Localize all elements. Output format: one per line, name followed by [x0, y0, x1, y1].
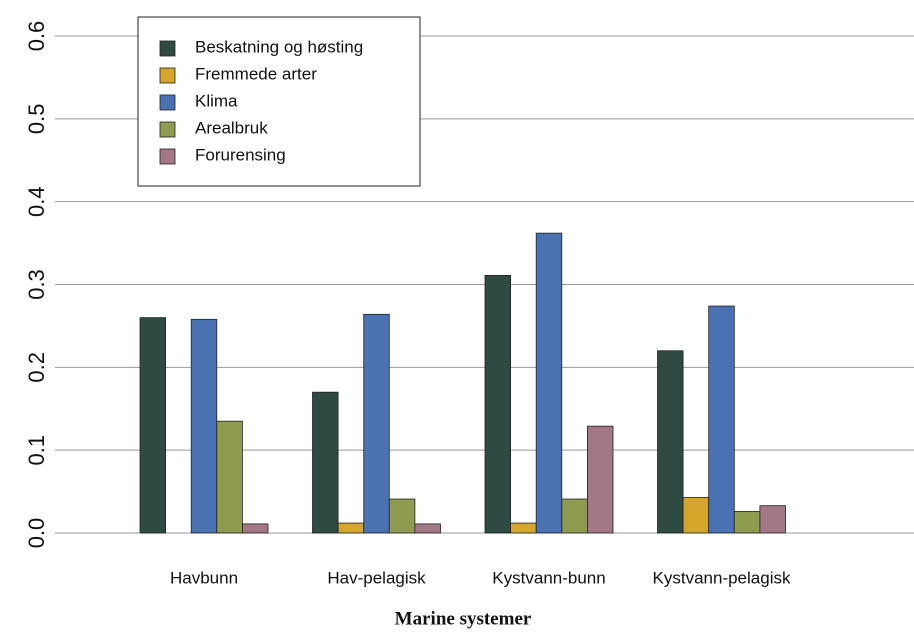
bar [587, 425, 614, 534]
bar [561, 498, 588, 534]
bar [759, 505, 786, 534]
x-tick-label: Hav-pelagisk [327, 568, 426, 587]
legend-label: Arealbruk [195, 118, 268, 137]
bar [414, 523, 441, 534]
bar [312, 391, 339, 534]
legend-label: Beskatning og høsting [195, 37, 363, 56]
bar [388, 498, 416, 534]
bar [657, 350, 684, 534]
bar [241, 523, 269, 534]
x-axis-label: Marine systemer [395, 608, 532, 629]
x-tick-label: Kystvann-bunn [492, 568, 605, 587]
legend-label: Klima [195, 91, 238, 110]
y-tick-label: 0.4 [24, 186, 49, 217]
y-tick-label: 0.5 [24, 104, 49, 135]
bar [510, 522, 537, 534]
bar [535, 232, 563, 534]
bar [484, 274, 512, 534]
legend-label: Fremmede arter [195, 64, 317, 83]
y-tick-label: 0.1 [24, 435, 49, 466]
bar [708, 305, 735, 534]
bar [216, 420, 243, 534]
legend-label: Forurensing [195, 145, 286, 164]
bar [363, 313, 390, 534]
bar [190, 318, 218, 534]
bar [733, 511, 761, 534]
bar [337, 522, 365, 534]
legend-swatch [159, 94, 176, 111]
bar [682, 496, 710, 534]
y-tick-label: 0.2 [24, 352, 49, 383]
legend-swatch [159, 67, 176, 84]
y-tick-label: 0.3 [24, 269, 49, 300]
y-tick-label: 0.0 [24, 518, 49, 549]
bar [139, 317, 167, 534]
legend-swatch [159, 148, 176, 165]
legend-box [137, 16, 421, 187]
legend-swatch [159, 40, 176, 57]
y-tick-label: 0.6 [24, 21, 49, 52]
x-tick-label: Kystvann-pelagisk [653, 568, 791, 587]
x-tick-label: Havbunn [170, 568, 238, 587]
legend-swatch [159, 121, 176, 138]
